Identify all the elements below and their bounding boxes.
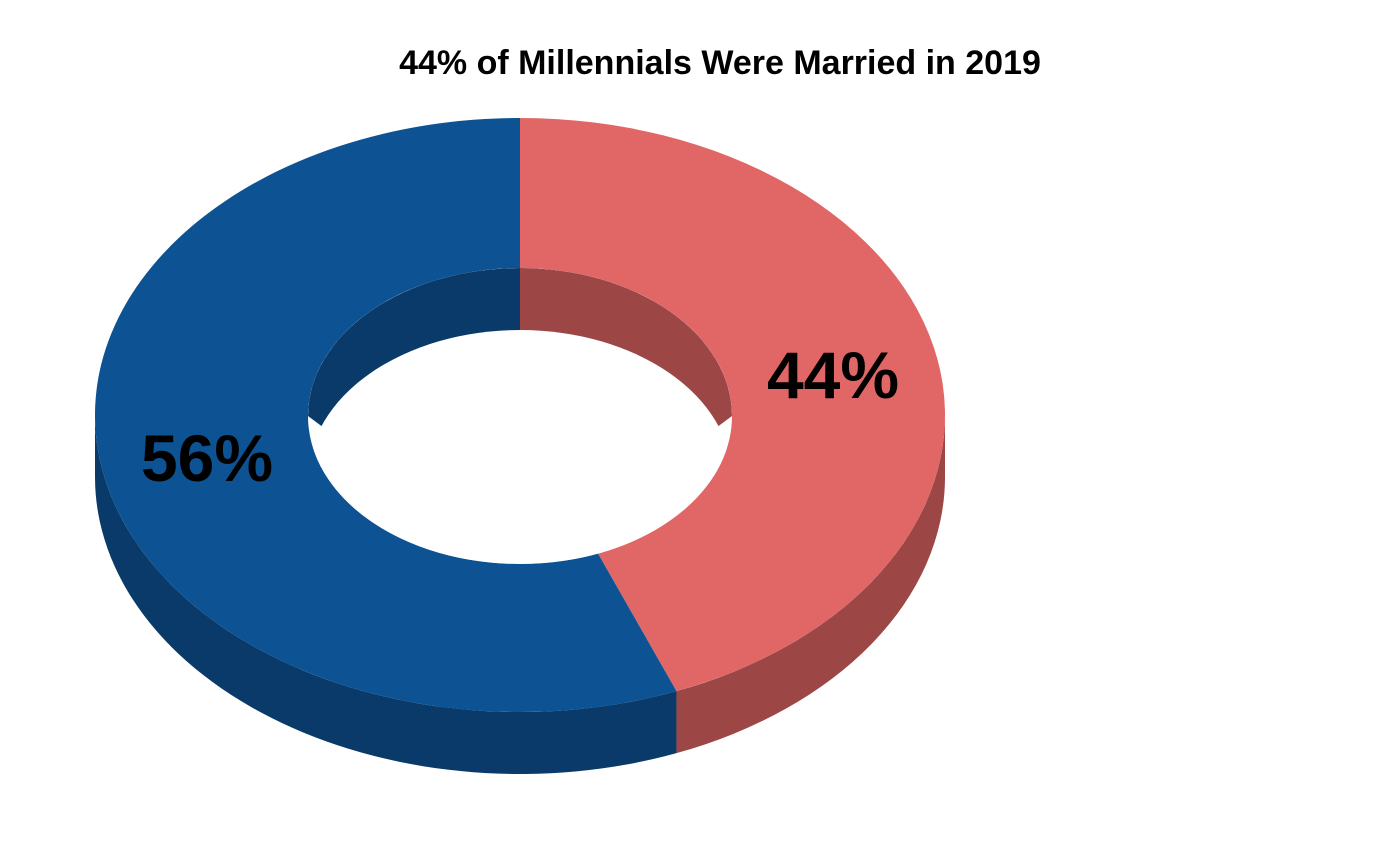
slice-side-wall xyxy=(95,415,677,774)
donut-slice xyxy=(520,118,945,692)
donut-slice xyxy=(94,118,677,712)
chart-title: 44% of Millennials Were Married in 2019 xyxy=(399,44,1041,82)
data-label: 56% xyxy=(141,421,273,495)
slice-side-wall xyxy=(676,415,945,754)
data-label: 44% xyxy=(767,338,899,412)
